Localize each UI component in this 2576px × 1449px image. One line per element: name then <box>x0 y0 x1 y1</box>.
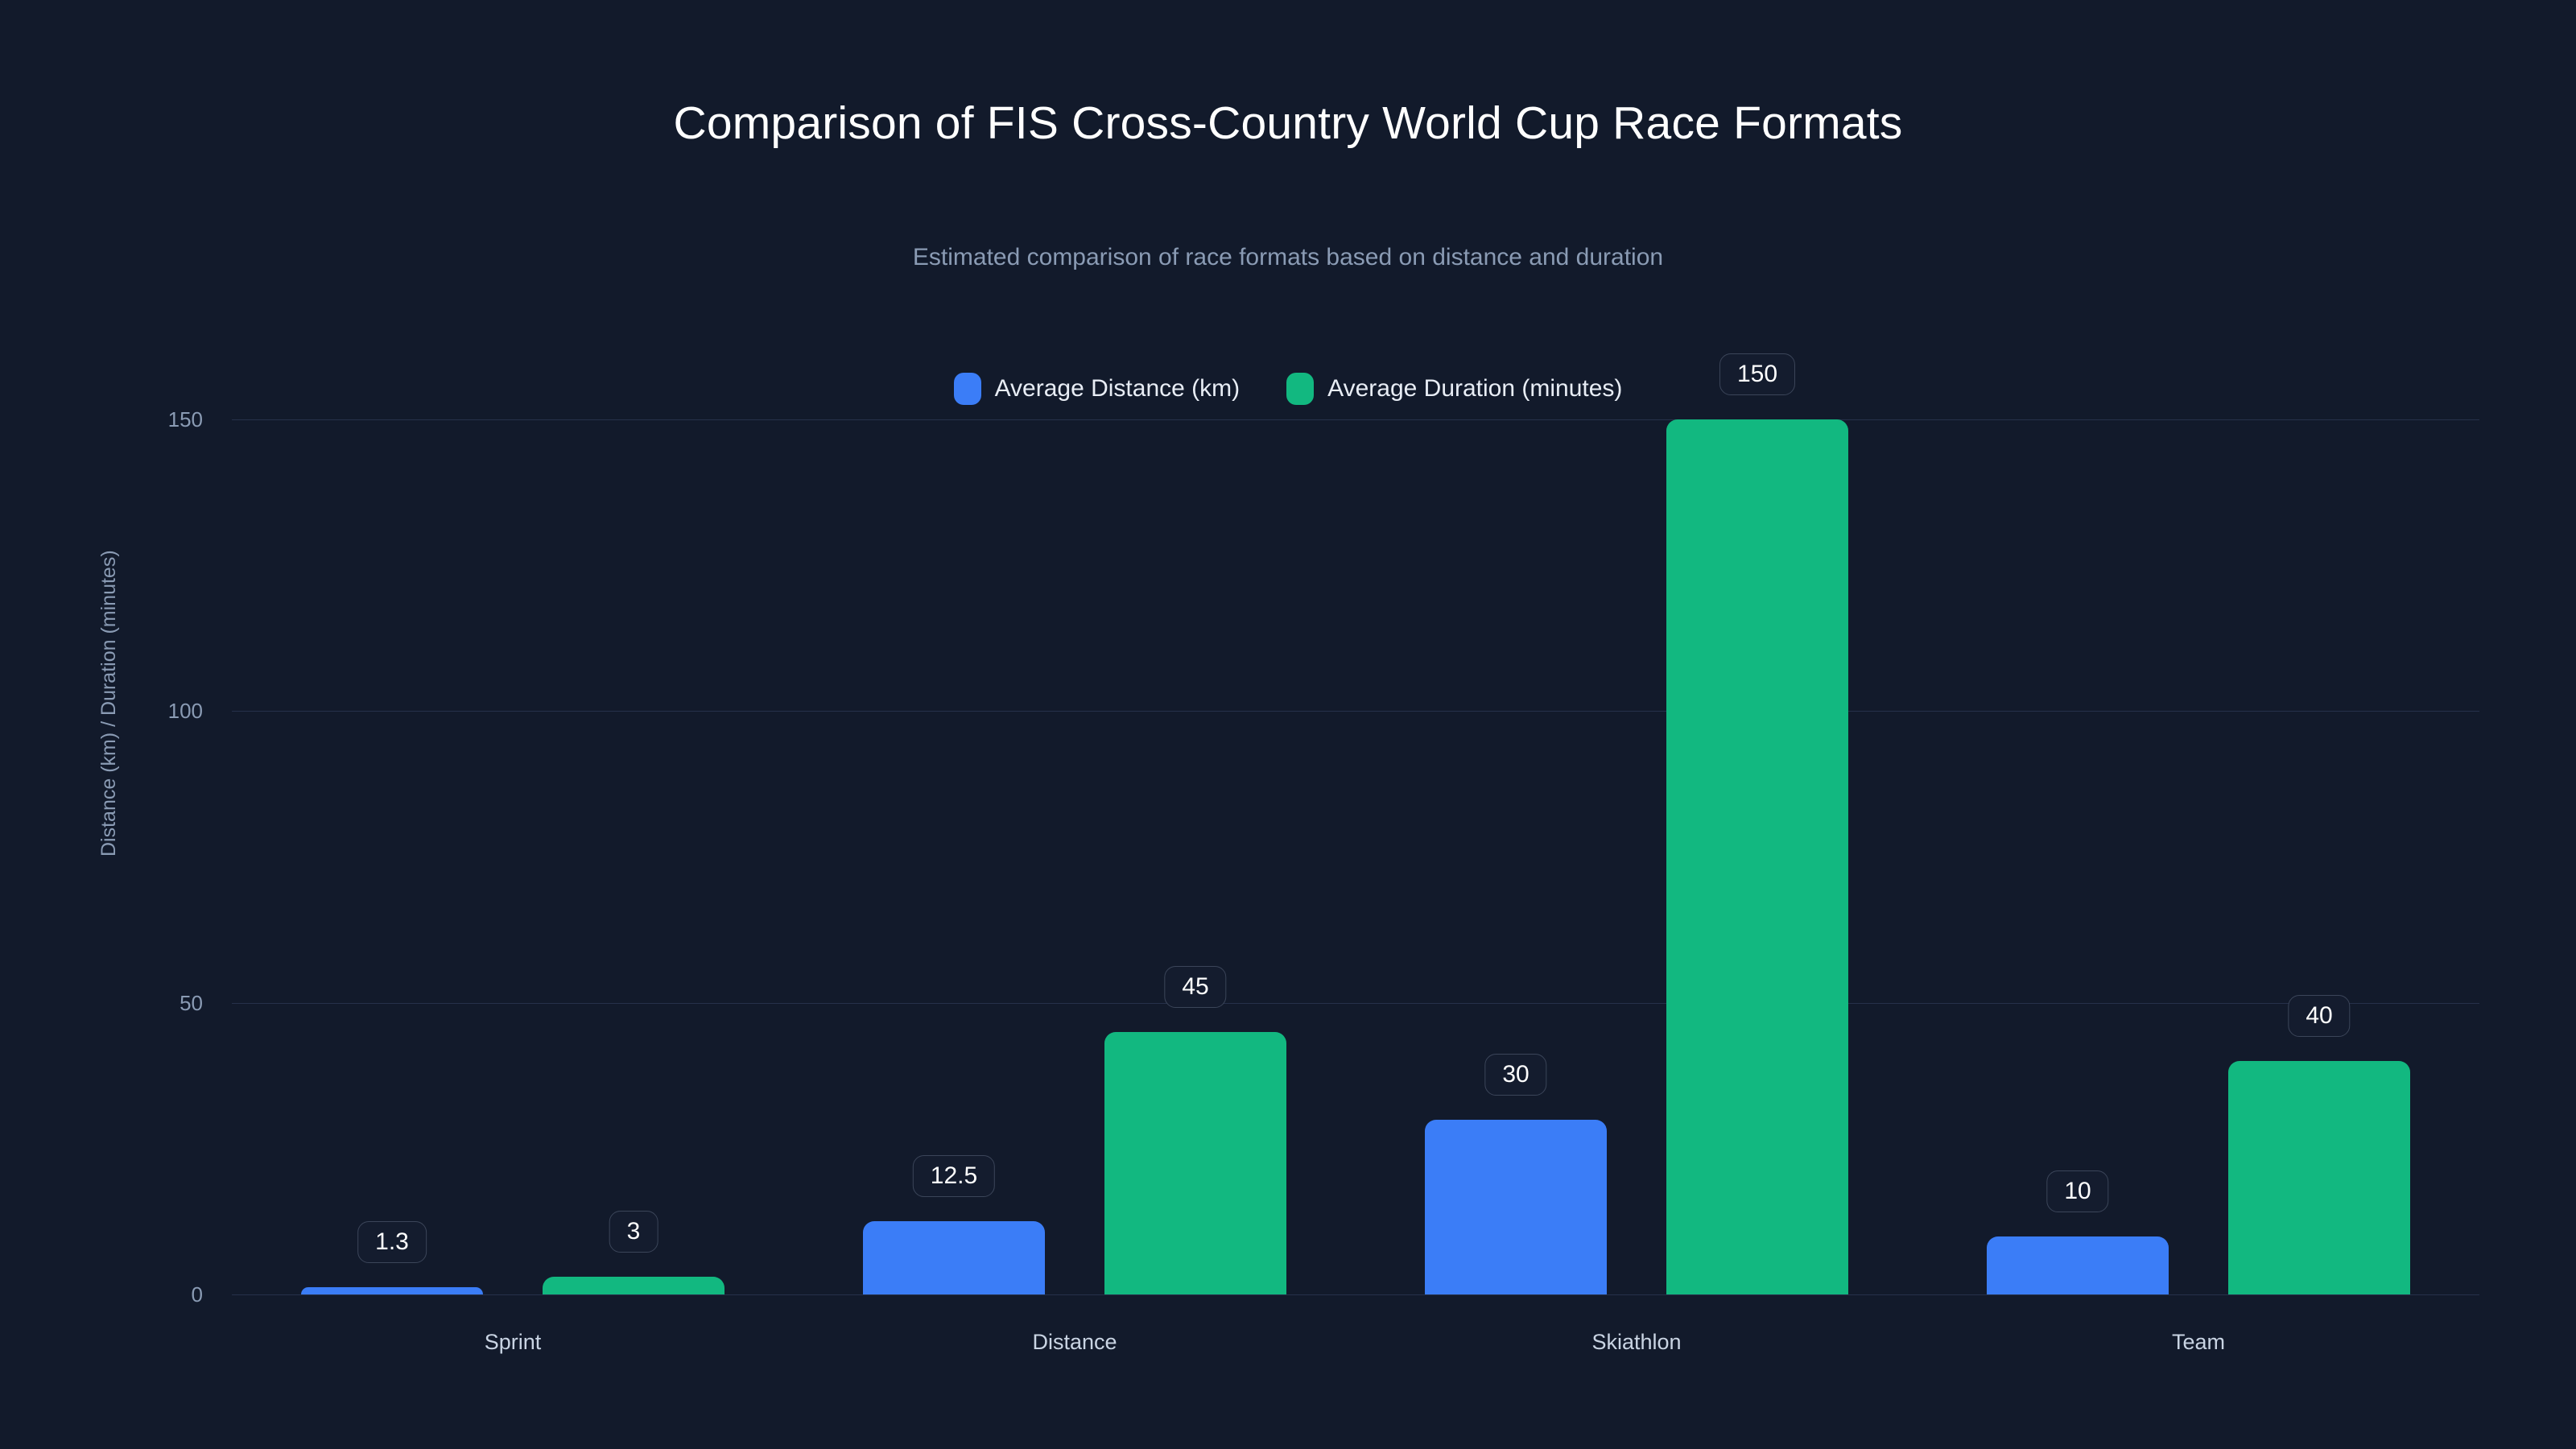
bar-value-label: 30 <box>1484 1053 1547 1096</box>
bar-value-label: 45 <box>1164 965 1227 1008</box>
bar-value-label: 12.5 <box>912 1155 996 1198</box>
y-axis-title: Distance (km) / Duration (minutes) <box>97 550 120 857</box>
legend-label-average-duration: Average Duration (minutes) <box>1327 375 1623 402</box>
y-axis-tick-label: 50 <box>180 990 203 1015</box>
bar-value-label: 3 <box>609 1211 658 1253</box>
bar[interactable] <box>1104 1031 1286 1294</box>
chart-title: Comparison of FIS Cross-Country World Cu… <box>673 97 1903 149</box>
gridline <box>232 1002 2479 1004</box>
x-axis-category-label: Team <box>2171 1330 2226 1354</box>
bar-value-label: 1.3 <box>357 1220 427 1263</box>
bar[interactable] <box>543 1277 724 1294</box>
legend-swatch-icon-average-distance <box>953 373 981 405</box>
chart-legend: Average Distance (km) Average Duration (… <box>0 373 2576 405</box>
legend-item-average-duration[interactable]: Average Duration (minutes) <box>1286 373 1622 405</box>
legend-swatch-icon-average-duration <box>1286 373 1315 405</box>
chart-subtitle: Estimated comparison of race formats bas… <box>912 244 1664 270</box>
bar[interactable] <box>2228 1061 2410 1294</box>
x-axis-category-label: Skiathlon <box>1591 1330 1682 1354</box>
plot-area: 1.3 3 12.5 45 30 150 10 40 <box>232 353 2479 1295</box>
bar[interactable] <box>1666 419 1848 1294</box>
legend-label-average-distance: Average Distance (km) <box>994 375 1241 402</box>
x-axis-category-label: Sprint <box>484 1330 542 1354</box>
bar[interactable] <box>301 1286 483 1294</box>
y-axis-tick-label: 100 <box>167 699 203 724</box>
y-axis-tick-label: 150 <box>167 407 203 431</box>
bar[interactable] <box>1425 1119 1607 1294</box>
bar-value-label: 10 <box>2046 1170 2109 1212</box>
bar[interactable] <box>863 1221 1045 1294</box>
bar-value-label: 40 <box>2288 995 2351 1038</box>
gridline <box>232 419 2479 420</box>
gridline <box>232 711 2479 712</box>
x-axis-category-label: Distance <box>1032 1330 1117 1354</box>
bar[interactable] <box>1987 1236 2169 1294</box>
bar-value-label: 150 <box>1719 353 1796 395</box>
y-axis-tick-label: 0 <box>191 1282 203 1307</box>
gridline <box>232 1294 2479 1295</box>
legend-item-average-distance[interactable]: Average Distance (km) <box>953 373 1241 405</box>
